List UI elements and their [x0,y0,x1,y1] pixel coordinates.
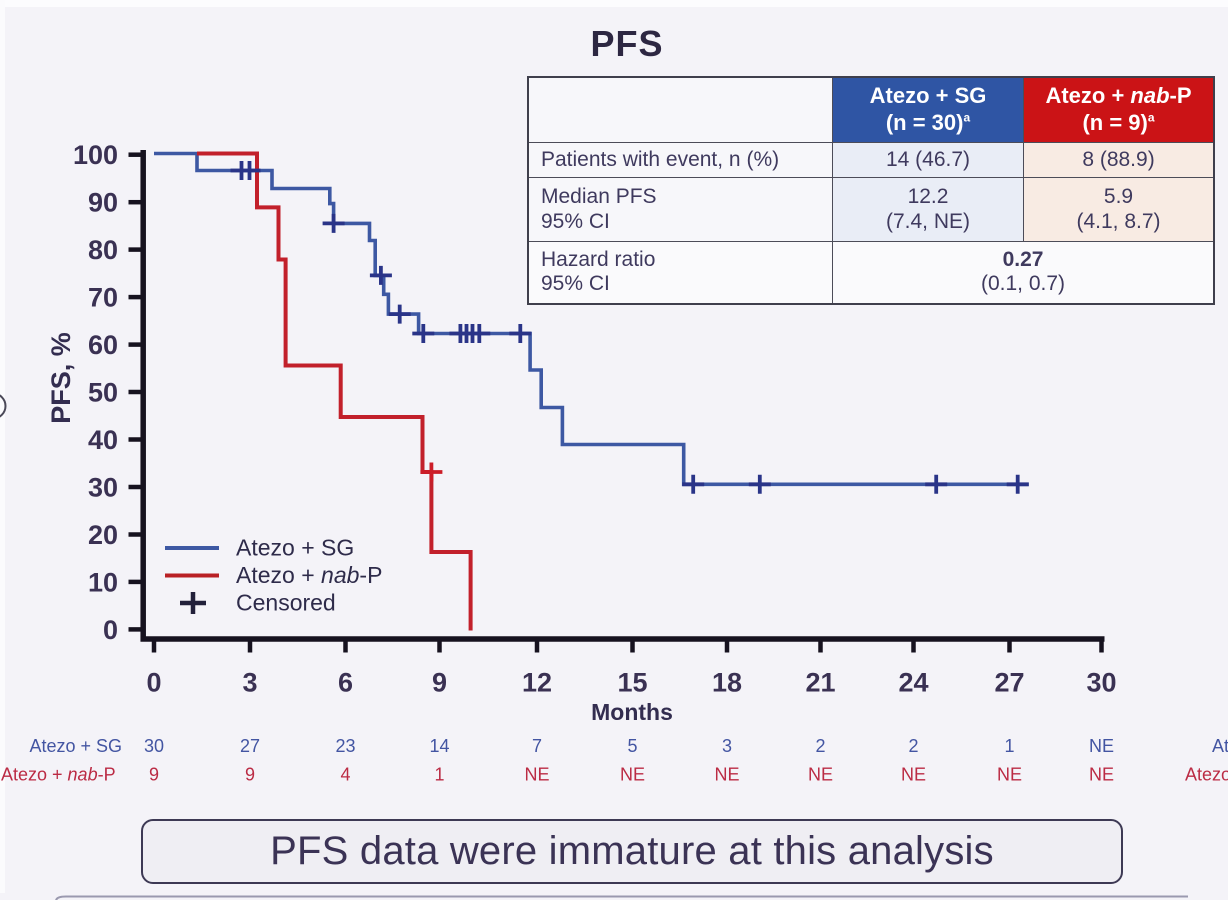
svg-text:23: 23 [335,736,355,756]
svg-text:100: 100 [73,140,118,170]
svg-text:NE: NE [714,765,739,785]
svg-text:21: 21 [805,668,835,698]
svg-text:30: 30 [1086,668,1116,698]
svg-text:40: 40 [88,425,118,455]
svg-text:Atezo + nab-P: Atezo + nab-P [236,562,382,588]
svg-text:Atezo + SG: Atezo + SG [1212,736,1228,756]
svg-text:NE: NE [620,765,645,785]
svg-text:PFS, %: PFS, % [46,332,76,424]
svg-text:0: 0 [103,615,118,645]
svg-text:9: 9 [432,668,447,698]
svg-text:Censored: Censored [236,590,336,616]
svg-text:NE: NE [901,765,926,785]
svg-text:12: 12 [522,668,552,698]
svg-text:NE: NE [997,765,1022,785]
svg-text:NE: NE [808,765,833,785]
svg-text:Atezo + nab-P: Atezo + nab-P [1185,765,1228,785]
svg-text:Months: Months [591,699,673,725]
svg-text:Atezo + SG: Atezo + SG [29,736,122,756]
svg-text:27: 27 [994,668,1024,698]
svg-text:15: 15 [617,668,647,698]
svg-text:50: 50 [88,378,118,408]
svg-text:30: 30 [88,473,118,503]
svg-text:0: 0 [146,668,161,698]
svg-text:10: 10 [88,567,118,597]
svg-text:20: 20 [88,520,118,550]
svg-text:NE: NE [1089,765,1114,785]
svg-text:2: 2 [908,736,918,756]
svg-text:90: 90 [88,188,118,218]
svg-text:60: 60 [88,330,118,360]
svg-text:Atezo + nab-P: Atezo + nab-P [1,765,116,785]
svg-text:4: 4 [340,765,350,785]
svg-text:80: 80 [88,235,118,265]
svg-text:PFS: PFS [590,23,663,64]
svg-text:1: 1 [1004,736,1014,756]
svg-text:3: 3 [242,668,257,698]
svg-text:1: 1 [434,765,444,785]
svg-text:NE: NE [524,765,549,785]
svg-text:70: 70 [88,283,118,313]
svg-text:30: 30 [144,736,164,756]
svg-text:9: 9 [149,765,159,785]
svg-text:3: 3 [722,736,732,756]
svg-text:9: 9 [245,765,255,785]
svg-text:2: 2 [815,736,825,756]
svg-text:Atezo + SG: Atezo + SG [236,535,354,561]
svg-text:NE: NE [1089,736,1114,756]
svg-text:24: 24 [898,668,928,698]
svg-text:6: 6 [338,668,353,698]
svg-text:14: 14 [429,736,449,756]
svg-text:18: 18 [712,668,742,698]
svg-text:7: 7 [532,736,542,756]
svg-text:27: 27 [240,736,260,756]
svg-text:5: 5 [627,736,637,756]
